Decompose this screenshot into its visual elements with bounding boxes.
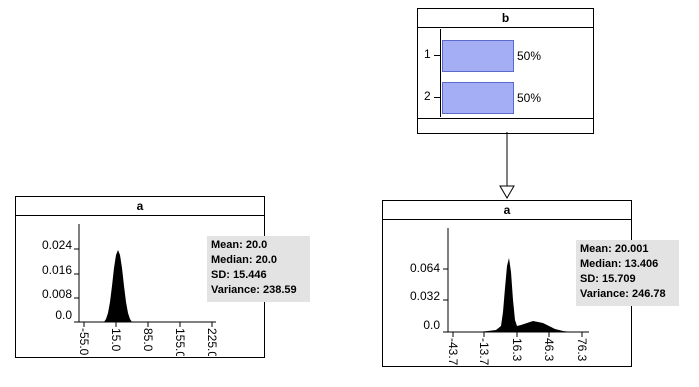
x-tick-label: 15.0 <box>109 328 123 352</box>
state-percent-1: 50% <box>517 49 542 63</box>
x-ticks-posterior: -43.7 -13.7 16.3 46.3 76.3 <box>446 332 589 366</box>
y-ticks-prior: 0.024 0.016 0.008 0.0 <box>42 238 79 323</box>
x-tick-label: -13.7 <box>477 338 491 366</box>
stats-box-posterior: Mean: 20.001 Median: 13.406 SD: 15.709 V… <box>576 240 679 306</box>
density-plot-prior: 0.024 0.016 0.008 0.0 -55.0 15.0 85.0 15… <box>42 224 219 356</box>
density-plot-posterior: 0.064 0.032 0.0 -43.7 -13.7 16.3 46.3 76… <box>410 228 589 366</box>
state-row-1[interactable]: 1 50% <box>418 38 593 72</box>
stats-box-prior: Mean: 20.0 Median: 20.0 SD: 15.446 Varia… <box>207 236 310 302</box>
stat-sd: SD: 15.446 <box>211 269 267 281</box>
edge-arrow <box>499 132 515 199</box>
stat-mean: Mean: 20.001 <box>580 243 649 255</box>
x-tick-label: 76.3 <box>575 338 589 362</box>
y-tick-label: 0.016 <box>42 263 72 277</box>
x-tick-label: 225.0 <box>205 328 219 356</box>
density-area-posterior <box>478 258 571 332</box>
x-tick-label: 46.3 <box>542 338 556 362</box>
x-tick-label: -55.0 <box>77 328 91 356</box>
stat-variance: Variance: 246.78 <box>580 288 666 300</box>
y-tick-label: 0.024 <box>42 238 72 252</box>
x-ticks-prior: -55.0 15.0 85.0 155.0 225.0 <box>77 322 219 356</box>
node-a-posterior[interactable]: a 0.064 0.032 0.0 -43.7 -13.7 16.3 46.3 … <box>382 200 679 367</box>
x-tick-label: -43.7 <box>446 338 460 366</box>
node-b-title: b <box>418 9 593 28</box>
y-tick-label: 0.0 <box>423 318 440 332</box>
stat-variance: Variance: 238.59 <box>211 284 297 296</box>
state-axis <box>440 29 441 117</box>
node-a-posterior-title: a <box>383 201 631 220</box>
state-tick <box>434 97 440 98</box>
stat-sd: SD: 15.709 <box>580 273 636 285</box>
node-a-prior[interactable]: a 0.024 0.016 0.008 0.0 -55.0 15.0 85.0 … <box>15 196 310 358</box>
state-tick <box>434 55 440 56</box>
y-tick-label: 0.032 <box>410 289 440 303</box>
node-b[interactable]: b 1 50% 2 50% <box>417 8 594 134</box>
y-tick-label: 0.0 <box>55 308 72 322</box>
state-bar-2 <box>442 82 514 114</box>
state-label-1: 1 <box>424 47 431 61</box>
y-tick-label: 0.064 <box>410 261 440 275</box>
state-bar-1 <box>442 40 514 72</box>
stat-mean: Mean: 20.0 <box>211 239 268 251</box>
stat-median: Median: 20.0 <box>211 254 278 266</box>
x-tick-label: 16.3 <box>510 338 524 362</box>
node-b-footer <box>418 118 593 119</box>
state-percent-2: 50% <box>517 91 542 105</box>
y-ticks-posterior: 0.064 0.032 0.0 <box>410 261 448 333</box>
node-a-prior-title: a <box>16 197 264 216</box>
state-row-2[interactable]: 2 50% <box>418 80 593 114</box>
density-area-prior <box>104 250 132 322</box>
state-label-2: 2 <box>424 89 431 103</box>
arrowhead-icon <box>499 185 515 199</box>
stat-median: Median: 13.406 <box>580 258 659 270</box>
y-tick-label: 0.008 <box>42 287 72 301</box>
x-tick-label: 85.0 <box>141 328 155 352</box>
x-tick-label: 155.0 <box>173 328 187 356</box>
